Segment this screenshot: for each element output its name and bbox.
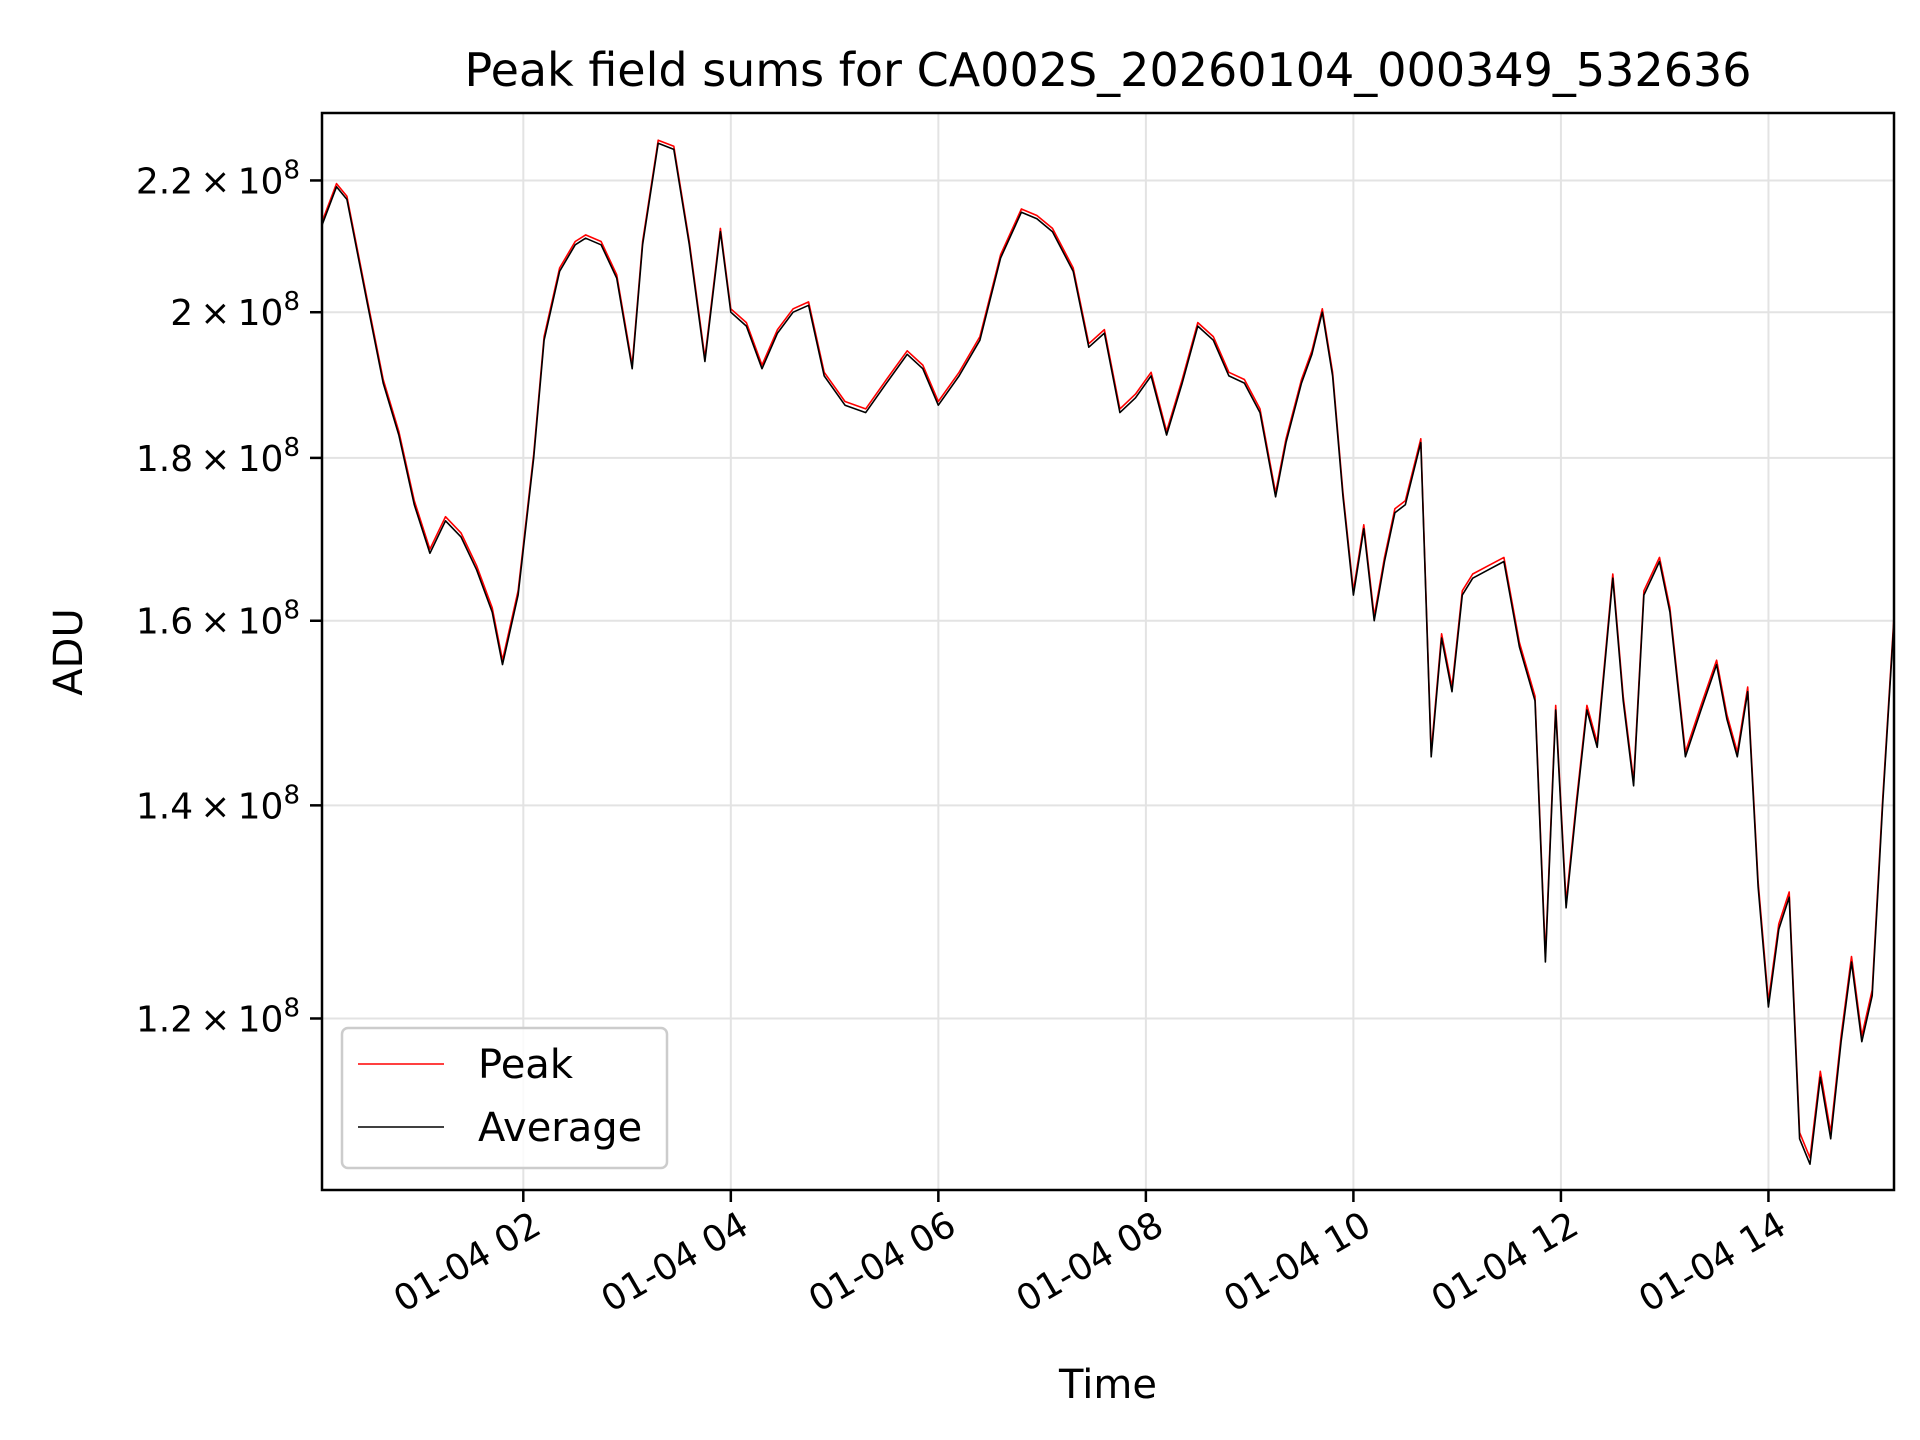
chart-title: Peak field sums for CA002S_20260104_0003… <box>464 43 1751 97</box>
y-tick-label-3: 1.8 × 108 <box>136 433 300 480</box>
plot-area <box>321 139 1895 1165</box>
plot-frame <box>320 111 1896 1192</box>
y-tick-label-5: 2.2 × 108 <box>136 155 300 202</box>
legend-label-peak: Peak <box>478 1042 574 1088</box>
y-tick-label-0: 1.2 × 108 <box>136 993 300 1040</box>
y-tick-label-4: 2 × 108 <box>170 287 300 334</box>
y-tick-label-2: 1.6 × 108 <box>136 596 300 643</box>
legend: Peak Average <box>340 1026 669 1170</box>
legend-label-average: Average <box>478 1105 642 1151</box>
legend-box <box>340 1026 669 1170</box>
y-tick-label-1: 1.4 × 108 <box>136 780 300 827</box>
grid-lines <box>322 113 1894 1190</box>
y-axis-ticks: 1.2 × 108 1.4 × 108 1.6 × 108 1.8 × 108 2 × … <box>136 155 322 1040</box>
series-line-average <box>321 142 1895 1165</box>
y-axis-label: ADU <box>46 608 92 695</box>
x-axis-label: Time <box>1058 1362 1157 1408</box>
